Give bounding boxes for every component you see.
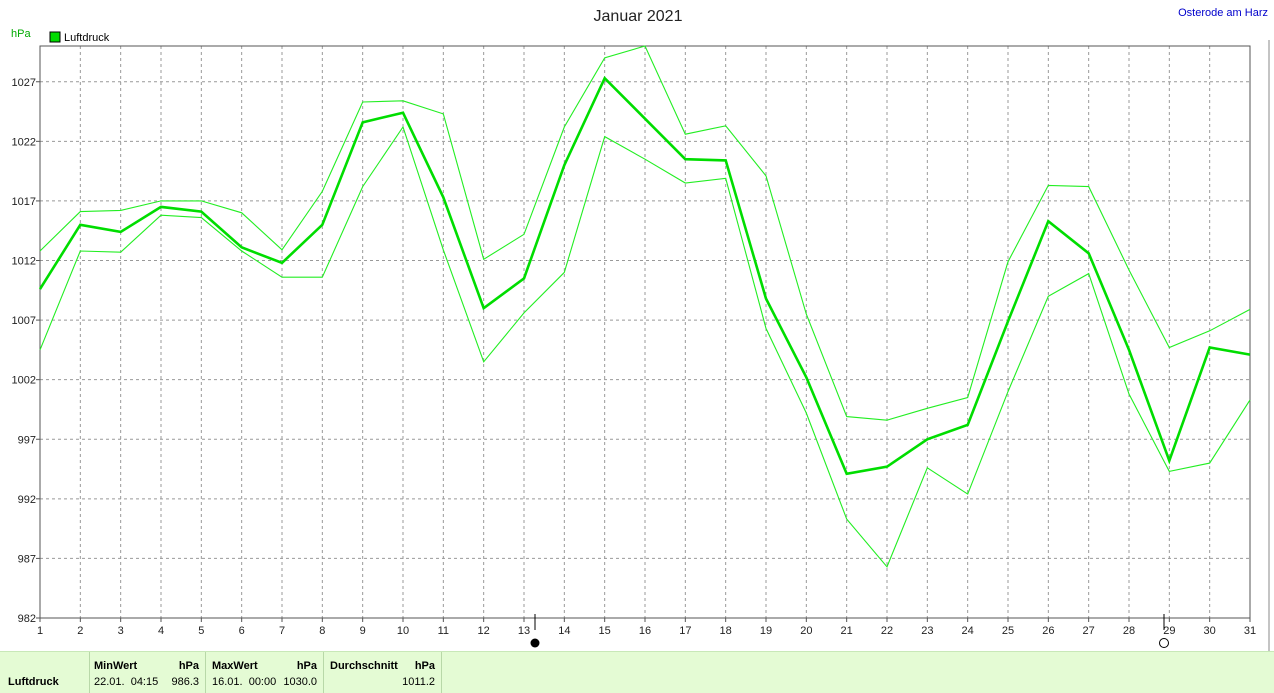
location-label: Osterode am Harz (1178, 7, 1268, 19)
avg-header: Durchschnitt (330, 660, 398, 672)
y-tick-label: 997 (18, 434, 36, 446)
series-line-max (39, 45, 1251, 421)
min-value: 986.3 (171, 676, 199, 688)
x-tick-label: 21 (841, 625, 853, 637)
x-tick-label: 7 (279, 625, 285, 637)
x-tick-label: 10 (397, 625, 409, 637)
chart: Januar 2021 Osterode am Harz hPa Luftdru… (11, 7, 1270, 651)
y-tick-label: 982 (18, 613, 36, 625)
x-tick-label: 18 (720, 625, 732, 637)
x-tick-label: 25 (1002, 625, 1014, 637)
x-tick-label: 13 (518, 625, 530, 637)
max-header: MaxWert (212, 660, 258, 672)
y-axis-unit: hPa (11, 28, 31, 40)
stats-footer: Luftdruck MinWert hPa 22.01. 04:15 986.3… (0, 651, 1274, 693)
footer-avg-cell: Durchschnitt hPa 1011.2 (324, 652, 442, 693)
series-line-mean (38, 75, 1251, 476)
series-group (38, 45, 1251, 568)
x-tick-label: 27 (1083, 625, 1095, 637)
max-value: 1030.0 (283, 676, 317, 688)
min-unit: hPa (178, 660, 199, 672)
x-tick-label: 15 (599, 625, 611, 637)
y-tick-label: 992 (18, 494, 36, 506)
grid (40, 46, 1250, 618)
y-tick-label: 1017 (12, 196, 36, 208)
footer-max-cell: MaxWert hPa 16.01. 00:00 1030.0 (206, 652, 324, 693)
full-moon-icon (530, 638, 540, 648)
x-tick-label: 29 (1163, 625, 1175, 637)
x-tick-label: 19 (760, 625, 772, 637)
x-tick-label: 26 (1042, 625, 1054, 637)
x-tick-label: 16 (639, 625, 651, 637)
max-unit: hPa (296, 660, 317, 672)
avg-unit: hPa (414, 660, 435, 672)
x-axis: 1 2 3 4 5 6 7 8 9 10 11 12 13 14 15 16 17 18 19 20 21 22 23 24 2… (37, 618, 1256, 637)
x-tick-label: 24 (962, 625, 974, 637)
x-tick-label: 22 (881, 625, 893, 637)
footer-min-cell: MinWert hPa 22.01. 04:15 986.3 (90, 652, 206, 693)
min-header: MinWert (94, 660, 138, 672)
chart-title: Januar 2021 (594, 8, 683, 25)
x-tick-label: 6 (239, 625, 245, 637)
y-tick-label: 1002 (12, 375, 36, 387)
x-tick-label: 11 (438, 625, 449, 637)
max-datetime: 16.01. 00:00 (212, 676, 277, 688)
moon-markers (530, 614, 1169, 648)
y-axis: 982 987 992 997 1002 1007 1012 1017 1022 1027 (12, 77, 40, 625)
y-tick-label: 1027 (12, 77, 36, 89)
x-tick-label: 31 (1244, 625, 1256, 637)
legend-swatch-luftdruck (49, 31, 61, 43)
x-tick-label: 5 (198, 625, 204, 637)
min-datetime: 22.01. 04:15 (94, 676, 159, 688)
y-tick-label: 1022 (12, 136, 36, 148)
x-tick-label: 28 (1123, 625, 1135, 637)
x-tick-label: 30 (1204, 625, 1216, 637)
x-tick-label: 9 (360, 625, 366, 637)
x-tick-label: 2 (77, 625, 83, 637)
y-tick-label: 987 (18, 553, 36, 565)
x-tick-label: 14 (558, 625, 570, 637)
y-tick-label: 1012 (12, 256, 36, 268)
x-tick-label: 4 (158, 625, 164, 637)
x-tick-label: 23 (921, 625, 933, 637)
legend-label-luftdruck: Luftdruck (64, 32, 110, 44)
footer-series-label: Luftdruck (8, 676, 59, 688)
x-tick-label: 3 (118, 625, 124, 637)
legend: Luftdruck (49, 31, 110, 44)
x-tick-label: 12 (478, 625, 490, 637)
footer-series-cell: Luftdruck (0, 652, 90, 693)
x-tick-label: 17 (679, 625, 691, 637)
series-line-min (39, 125, 1251, 568)
x-tick-label: 1 (37, 625, 43, 637)
x-tick-label: 20 (800, 625, 812, 637)
new-moon-icon (1159, 638, 1169, 648)
avg-value: 1011.2 (402, 676, 435, 688)
y-tick-label: 1007 (12, 315, 36, 327)
x-tick-label: 8 (319, 625, 325, 637)
